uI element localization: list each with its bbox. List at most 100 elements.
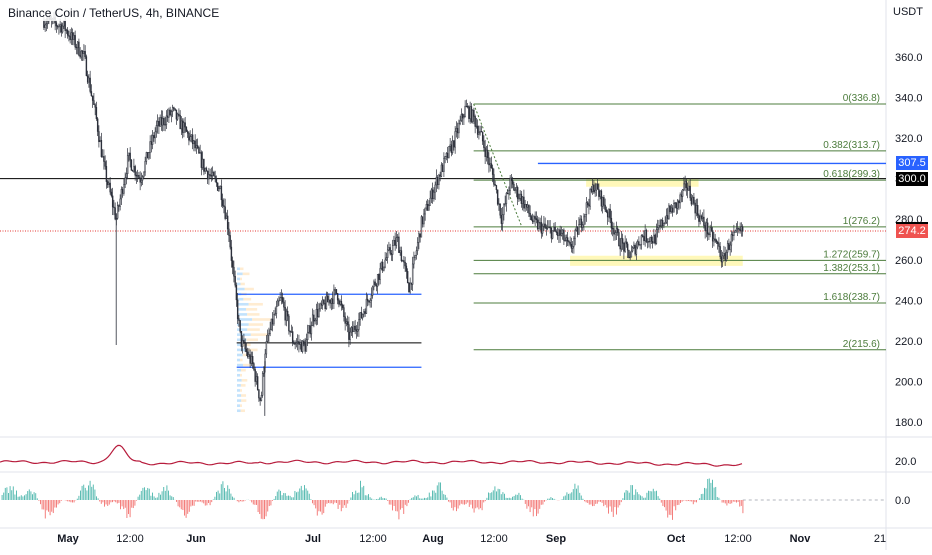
fibonacci-levels[interactable]: 0(336.8)0.382(313.7)0.618(299.3)1(276.2)…: [474, 93, 886, 350]
candle-body: [608, 209, 609, 217]
volume-profile-bar: [237, 313, 247, 316]
candle-body: [680, 195, 681, 203]
histogram-bar: [627, 491, 628, 500]
candle-body: [137, 175, 138, 176]
histogram-bar: [477, 500, 478, 507]
volume-profile-bar: [241, 369, 246, 372]
histogram-bar: [120, 500, 121, 509]
histogram-bar: [475, 500, 476, 508]
candle-body: [641, 236, 642, 245]
candle-body: [113, 207, 114, 208]
candle-body: [355, 326, 356, 330]
candle-body: [286, 311, 287, 320]
histogram-bar: [275, 496, 276, 500]
candle-body: [305, 344, 306, 351]
candle-body: [652, 241, 653, 243]
candle-body: [251, 356, 252, 363]
candle-body: [216, 179, 217, 183]
histogram-bar: [643, 498, 644, 500]
volume-profile-bar: [237, 369, 241, 372]
candle-body: [495, 184, 496, 185]
volume-profile-bar: [243, 344, 250, 347]
histogram-bar: [573, 489, 574, 500]
histogram-bar: [158, 493, 159, 500]
candle-body: [60, 25, 61, 26]
histogram-bar: [416, 496, 417, 500]
candle-body: [660, 226, 661, 227]
candle-body: [456, 128, 457, 131]
candle-body: [313, 315, 314, 321]
histogram-bar: [386, 499, 387, 500]
candle-body: [70, 36, 71, 39]
time-tick-label: 12:00: [480, 533, 508, 545]
volume-profile-bar: [246, 338, 258, 341]
histogram-bar: [32, 494, 33, 500]
histogram-bar: [150, 496, 151, 500]
histogram-bar: [336, 500, 337, 503]
histogram-bar: [96, 496, 97, 500]
candle-body: [215, 176, 216, 179]
candle-body: [235, 276, 236, 285]
candle-body: [275, 314, 276, 315]
candle-body: [415, 255, 416, 257]
histogram-bar: [179, 500, 180, 507]
histogram-bar: [341, 500, 342, 511]
histogram-bar: [115, 500, 116, 502]
candle-body: [183, 123, 184, 133]
histogram-bar: [67, 500, 68, 501]
histogram-bar: [462, 500, 463, 504]
histogram-bar: [312, 500, 313, 503]
candle-body: [178, 114, 179, 115]
candle-body: [590, 189, 591, 206]
candle-body: [107, 182, 108, 185]
candle-body: [565, 240, 566, 241]
candle-body: [621, 238, 622, 249]
histogram-bar: [237, 500, 238, 501]
candle-body: [72, 33, 73, 40]
candle-body: [630, 257, 631, 258]
volume-profile-bar: [240, 278, 242, 281]
candle-body: [348, 325, 349, 340]
indicator-pane: 20.0: [0, 445, 916, 468]
candle-body: [550, 227, 551, 228]
volume-profile-bar: [237, 374, 240, 377]
histogram-bar: [298, 492, 299, 500]
candle-body: [138, 175, 139, 177]
histogram-bar: [538, 500, 539, 514]
histogram-bar: [53, 500, 54, 513]
price-axis[interactable]: USDT360.0340.0320.0300.0280.0260.0240.02…: [893, 6, 923, 429]
histogram-bar: [525, 500, 526, 504]
candle-body: [357, 329, 358, 331]
histogram-tick-label: 0.0: [895, 495, 910, 507]
candle-body: [301, 342, 302, 351]
candle-body: [261, 395, 262, 400]
histogram-bar: [656, 491, 657, 500]
candle-body: [563, 230, 564, 240]
histogram-bar: [563, 496, 564, 500]
candle-body: [402, 261, 403, 262]
histogram-bar: [266, 500, 267, 516]
candle-body: [100, 140, 101, 142]
candle-body: [727, 243, 728, 252]
histogram-bar: [133, 500, 134, 508]
candle-body: [546, 228, 547, 229]
histogram-bar: [22, 496, 23, 500]
candle-body: [441, 165, 442, 176]
candle-body: [436, 177, 437, 185]
candle-body: [706, 223, 707, 231]
histogram-bar: [651, 491, 652, 500]
candle-body: [86, 57, 87, 76]
candle-body: [300, 342, 301, 344]
histogram-bar: [578, 485, 579, 500]
candle-body: [693, 197, 694, 203]
candle-body: [302, 341, 303, 352]
candle-body: [267, 335, 268, 341]
candle-body: [266, 341, 267, 354]
candle-body: [450, 145, 451, 147]
candle-body: [582, 225, 583, 228]
horizontal-lines[interactable]: [0, 163, 886, 367]
candle-body: [108, 183, 109, 185]
histogram-bar: [314, 500, 315, 505]
